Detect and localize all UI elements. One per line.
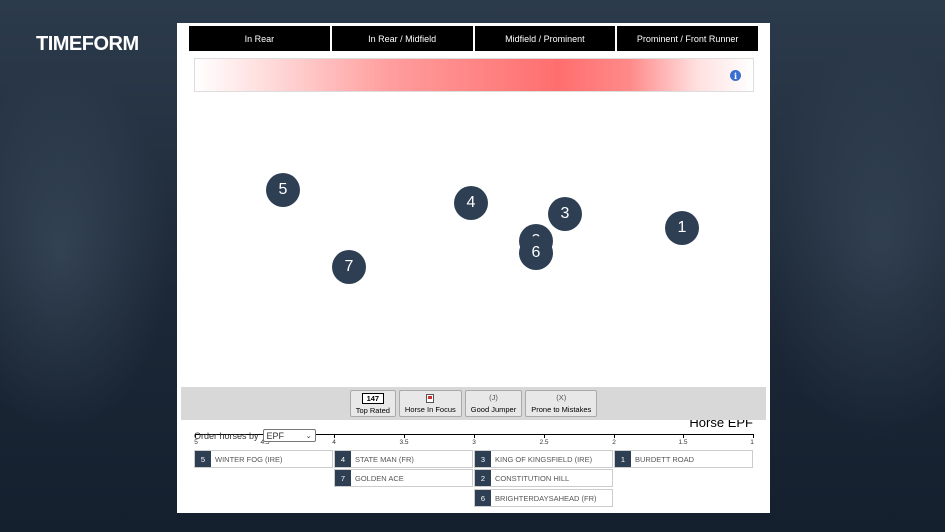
horse-marker-1[interactable]: 1: [665, 211, 699, 245]
x-tick-label: 1.5: [678, 439, 688, 446]
runner-name: KING OF KINGSFIELD (IRE): [495, 454, 593, 464]
position-header: In Rear In Rear / Midfield Midfield / Pr…: [189, 26, 758, 51]
position-midfield-prominent[interactable]: Midfield / Prominent: [474, 26, 616, 51]
x-tick: [474, 434, 475, 438]
good-jumper-button[interactable]: (J) Good Jumper: [464, 390, 523, 417]
epf-plot: 5 4 3 1 2 6 7 Horse EPF 5 4.5 4 3.5 3 2.…: [177, 93, 770, 446]
x-tick-label: 2: [612, 439, 616, 446]
horse-marker-6[interactable]: 6: [519, 236, 553, 270]
good-jumper-label: Good Jumper: [470, 405, 517, 414]
runner-item[interactable]: 1 BURDETT ROAD: [614, 450, 753, 468]
runner-name: BURDETT ROAD: [635, 454, 695, 464]
top-rated-label: Top Rated: [355, 405, 390, 415]
runner-name: CONSTITUTION HILL: [495, 473, 570, 483]
horse-marker-3[interactable]: 3: [548, 197, 582, 231]
runner-item[interactable]: 4 STATE MAN (FR): [334, 450, 473, 468]
prone-to-mistakes-mark: (X): [556, 393, 567, 402]
position-in-rear[interactable]: In Rear: [189, 26, 330, 51]
good-jumper-mark: (J): [489, 393, 498, 402]
chevron-down-icon: ⌄: [305, 432, 312, 440]
runner-number: 1: [615, 451, 631, 467]
runner-name: BRIGHTERDAYSAHEAD (FR): [495, 493, 597, 503]
x-tick: [753, 434, 754, 438]
x-tick: [683, 434, 684, 438]
info-icon[interactable]: i: [730, 70, 741, 81]
runner-number: 7: [335, 470, 351, 486]
x-tick: [404, 434, 405, 438]
prone-to-mistakes-label: Prone to Mistakes: [531, 405, 592, 414]
x-tick-label: 3: [472, 439, 476, 446]
x-tick: [614, 434, 615, 438]
top-rated-value: 147: [361, 392, 385, 404]
order-selected-value: EPF: [266, 430, 285, 441]
timeform-logo: TIMEFORM: [36, 33, 139, 55]
runner-item[interactable]: 3 KING OF KINGSFIELD (IRE): [474, 450, 613, 468]
runner-number: 3: [475, 451, 491, 467]
runner-item[interactable]: 5 WINTER FOG (IRE): [194, 450, 333, 468]
x-tick-label: 3.5: [399, 439, 409, 446]
order-row: Order horses by EPF ⌄: [194, 429, 316, 442]
horse-marker-5[interactable]: 5: [266, 173, 300, 207]
runner-item[interactable]: 6 BRIGHTERDAYSAHEAD (FR): [474, 489, 613, 507]
runner-name: STATE MAN (FR): [355, 454, 414, 464]
runner-number: 5: [195, 451, 211, 467]
horse-in-focus-icon: [426, 393, 435, 403]
legend-bar: 147 Top Rated Horse In Focus (J) Good Ju…: [181, 387, 766, 420]
runner-item[interactable]: 2 CONSTITUTION HILL: [474, 469, 613, 487]
runner-name: GOLDEN ACE: [355, 473, 404, 483]
runner-number: 6: [475, 490, 491, 506]
x-tick: [544, 434, 545, 438]
horse-marker-7[interactable]: 7: [332, 250, 366, 284]
prone-to-mistakes-button[interactable]: (X) Prone to Mistakes: [525, 390, 598, 417]
top-rated-button[interactable]: 147 Top Rated: [349, 390, 396, 417]
horse-in-focus-button[interactable]: Horse In Focus: [398, 390, 462, 417]
horse-in-focus-label: Horse In Focus: [404, 404, 456, 414]
position-in-rear-midfield[interactable]: In Rear / Midfield: [331, 26, 473, 51]
x-tick-label: 4.5: [260, 439, 270, 446]
x-tick: [334, 434, 335, 438]
runner-number: 4: [335, 451, 351, 467]
x-tick-label: 1: [750, 439, 754, 446]
runner-name: WINTER FOG (IRE): [215, 454, 283, 464]
position-prominent-front-runner[interactable]: Prominent / Front Runner: [617, 26, 758, 51]
x-tick-label: 4: [332, 439, 336, 446]
x-tick-label: 2.5: [539, 439, 549, 446]
runner-number: 2: [475, 470, 491, 486]
order-label: Order horses by: [194, 430, 259, 441]
pace-map-panel: In Rear In Rear / Midfield Midfield / Pr…: [177, 23, 770, 513]
pace-heat-bar: i: [194, 58, 754, 92]
runner-item[interactable]: 7 GOLDEN ACE: [334, 469, 473, 487]
order-select[interactable]: EPF ⌄: [262, 429, 316, 442]
x-tick: [195, 434, 196, 438]
horse-marker-4[interactable]: 4: [454, 186, 488, 220]
x-tick-label: 5: [194, 439, 198, 446]
